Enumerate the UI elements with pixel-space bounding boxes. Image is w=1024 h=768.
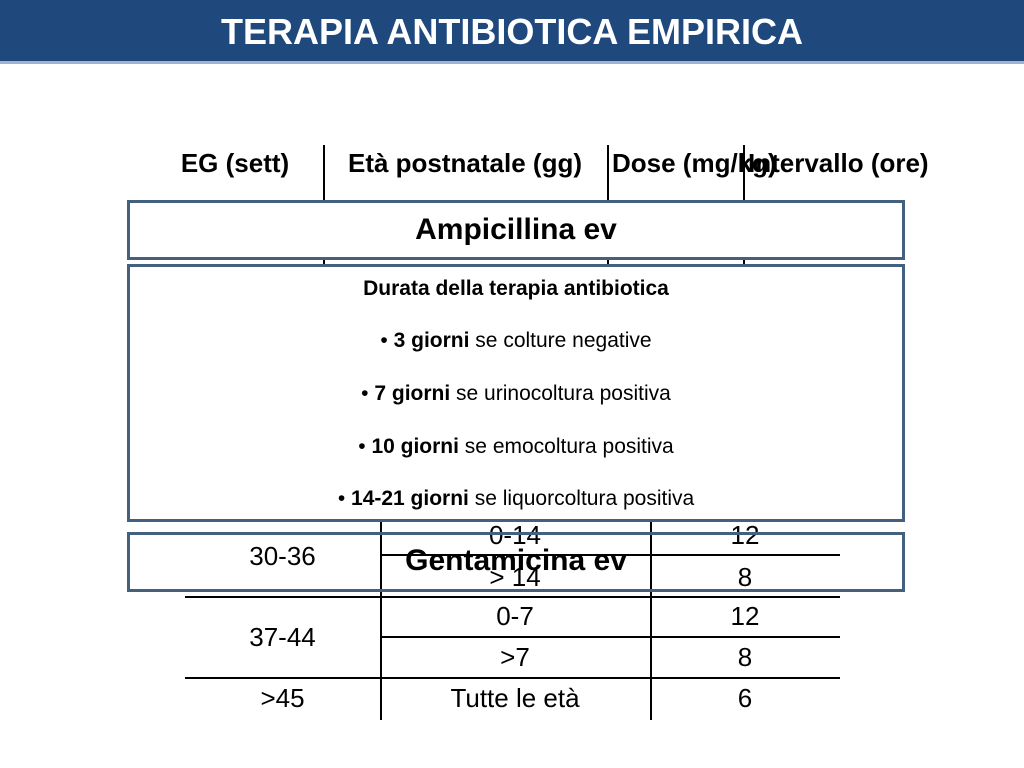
duration-condition: se colture negative	[469, 329, 652, 352]
ampicillin-box: Ampicillina ev	[127, 200, 905, 260]
table-divider	[650, 520, 652, 720]
table-divider	[380, 636, 840, 638]
cell-age: 0-7	[496, 601, 534, 631]
bullet: •	[380, 329, 388, 352]
table-divider	[380, 520, 382, 720]
cell-interval: 12	[730, 601, 760, 631]
table-divider	[380, 554, 840, 556]
duration-condition: se urinocoltura positiva	[450, 382, 671, 405]
therapy-duration-title: Durata della terapia antibiotica	[363, 277, 669, 300]
duration-days: 10 giorni	[371, 435, 459, 458]
cell-age: 0-14	[488, 520, 542, 550]
table-divider	[185, 596, 840, 598]
duration-days: 3 giorni	[393, 329, 470, 352]
therapy-duration-box: Durata della terapia antibiotica • 3 gio…	[127, 264, 905, 522]
title-bar	[0, 0, 1024, 64]
table-divider	[185, 677, 840, 679]
bullet: •	[337, 487, 346, 510]
cell-eg: 30-36	[249, 541, 316, 571]
bullet: •	[358, 435, 366, 458]
cell-age: Tutte le età	[450, 683, 580, 713]
duration-days: 7 giorni	[374, 382, 451, 405]
header-postnatal-age: Età postnatale (gg)	[347, 148, 582, 178]
cell-eg: 37-44	[249, 622, 316, 652]
header-dose: Dose (mg/kg)	[612, 148, 777, 178]
cell-eg: >45	[260, 683, 305, 713]
slide-title: TERAPIA ANTIBIOTICA EMPIRICA	[221, 11, 803, 52]
cell-age: > 14	[489, 562, 541, 592]
bullet: •	[361, 382, 369, 405]
cell-interval: 8	[737, 562, 753, 592]
duration-item: • 14-21 giorni se liquorcoltura positiva	[130, 487, 902, 511]
cell-interval: 8	[737, 642, 753, 672]
header-eg: EG (sett)	[180, 148, 290, 178]
header-interval: Intervallo (ore)	[748, 148, 929, 178]
duration-condition: se emocoltura positiva	[458, 435, 674, 458]
duration-item: • 10 giorni se emocoltura positiva	[130, 435, 902, 459]
gentamicin-label: Gentamicina ev	[405, 544, 627, 577]
duration-days: 14-21 giorni	[351, 487, 469, 510]
cell-interval: 12	[730, 520, 760, 550]
duration-condition: se liquorcoltura positiva	[468, 487, 695, 510]
duration-item: • 3 giorni se colture negative	[130, 329, 902, 353]
gentamicin-box	[127, 532, 905, 592]
ampicillin-label: Ampicillina ev	[415, 213, 617, 246]
duration-item: • 7 giorni se urinocoltura positiva	[130, 382, 902, 406]
cell-interval: 6	[737, 683, 753, 713]
cell-age: >7	[500, 642, 530, 672]
